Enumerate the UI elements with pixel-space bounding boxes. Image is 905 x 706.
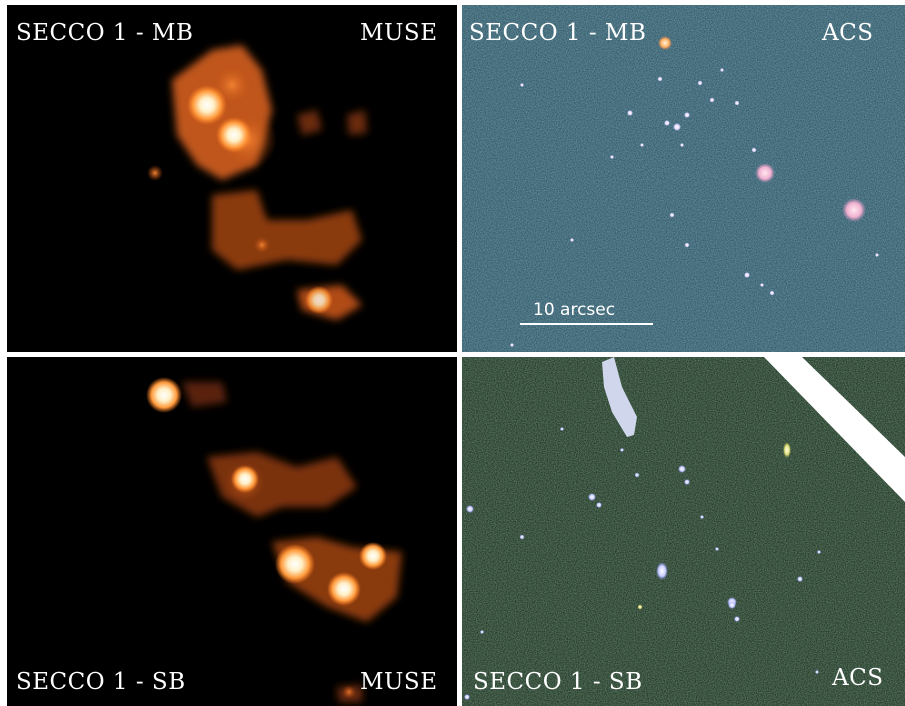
muse-sb-bright-source bbox=[327, 572, 361, 606]
instrument-label: ACS bbox=[832, 665, 884, 691]
object-label: SECCO 1 - MB bbox=[16, 20, 194, 46]
muse-mb-bright-source bbox=[187, 85, 227, 125]
instrument-label: MUSE bbox=[360, 20, 438, 46]
object-label: SECCO 1 - SB bbox=[473, 669, 643, 695]
muse-mb-bright-source bbox=[216, 117, 252, 153]
muse-mb-source bbox=[147, 165, 163, 181]
panel-muse-sb: SECCO 1 - SB MUSE bbox=[7, 357, 457, 706]
muse-sb-bright-source bbox=[359, 542, 387, 570]
instrument-label: MUSE bbox=[360, 669, 438, 695]
acs-mb-image bbox=[462, 5, 905, 352]
chip-gap-stripe bbox=[764, 357, 905, 502]
muse-sb-bright-source bbox=[275, 544, 315, 584]
elongated-galaxy bbox=[602, 357, 637, 437]
instrument-label: ACS bbox=[822, 20, 874, 46]
scale-bar-label: 10 arcsec bbox=[533, 300, 616, 320]
panel-acs-mb: SECCO 1 - MB ACS 10 arcsec bbox=[462, 5, 905, 352]
muse-sb-image bbox=[146, 377, 402, 702]
muse-mb-source bbox=[305, 286, 333, 314]
muse-sb-bright-source bbox=[146, 377, 182, 413]
muse-mb-image bbox=[147, 45, 367, 320]
object-label: SECCO 1 - MB bbox=[469, 20, 647, 46]
muse-sb-emission-region bbox=[182, 382, 402, 702]
panel-acs-sb: SECCO 1 - SB ACS bbox=[462, 357, 905, 706]
panel-muse-mb: SECCO 1 - MB MUSE bbox=[7, 5, 457, 352]
acs-sb-image bbox=[462, 357, 905, 706]
scale-bar bbox=[520, 323, 653, 325]
acs-sb-sources bbox=[464, 427, 821, 700]
muse-sb-bright-source bbox=[231, 465, 259, 493]
acs-mb-sources bbox=[510, 36, 879, 347]
object-label: SECCO 1 - SB bbox=[16, 669, 186, 695]
